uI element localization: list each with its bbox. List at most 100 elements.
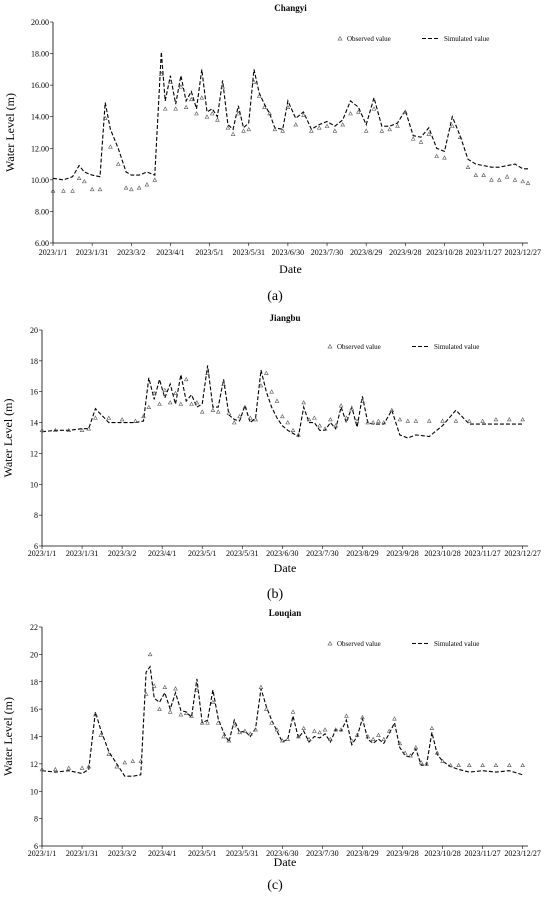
observed-point bbox=[76, 175, 82, 181]
observed-point bbox=[290, 709, 296, 714]
observed-point bbox=[108, 144, 113, 149]
y-tick-label: 12 bbox=[30, 449, 38, 458]
panel-label: (b) bbox=[267, 587, 284, 602]
observed-point bbox=[493, 762, 499, 767]
observed-point bbox=[285, 104, 291, 109]
observed-point bbox=[272, 126, 278, 132]
observed-point bbox=[403, 109, 408, 114]
observed-point bbox=[102, 115, 108, 121]
observed-point bbox=[97, 186, 103, 192]
observed-point bbox=[262, 104, 267, 109]
observed-point bbox=[86, 764, 92, 769]
observed-point bbox=[317, 423, 323, 428]
observed-point bbox=[397, 740, 403, 746]
y-tick-label: 12 bbox=[30, 760, 38, 769]
observed-point bbox=[152, 177, 158, 182]
x-tick-label: 2023/1/1 bbox=[28, 849, 56, 858]
observed-point bbox=[306, 736, 312, 741]
observed-point bbox=[79, 427, 85, 433]
observed-point bbox=[199, 95, 205, 100]
observed-point bbox=[389, 407, 395, 412]
y-tick-label: 16 bbox=[30, 388, 38, 397]
x-tick-label: 2023/7/30 bbox=[306, 549, 338, 558]
observed-point bbox=[82, 179, 87, 184]
observed-point bbox=[235, 111, 241, 116]
observed-point bbox=[371, 106, 377, 111]
y-tick-label: 20 bbox=[30, 650, 38, 659]
observed-point bbox=[178, 712, 184, 717]
observed-point bbox=[173, 686, 178, 691]
observed-point bbox=[312, 415, 317, 420]
observed-point bbox=[157, 706, 162, 711]
observed-point bbox=[408, 753, 413, 758]
observed-point bbox=[241, 128, 246, 133]
observed-point bbox=[392, 716, 397, 721]
y-tick-label: 6.00 bbox=[35, 239, 49, 248]
observed-point bbox=[220, 84, 225, 89]
observed-point bbox=[39, 427, 45, 433]
observed-point bbox=[167, 400, 173, 405]
legend: Observed value Simulated value bbox=[327, 640, 479, 648]
observed-point bbox=[183, 104, 189, 109]
observed-point bbox=[231, 723, 237, 728]
x-tick-label: 2023/1/31 bbox=[66, 849, 98, 858]
observed-point bbox=[285, 736, 290, 741]
x-tick-label: 2023/10/28 bbox=[424, 849, 460, 858]
observed-point bbox=[258, 383, 264, 388]
observed-point bbox=[70, 188, 75, 193]
observed-point bbox=[466, 418, 472, 423]
observed-point bbox=[93, 415, 98, 420]
observed-point bbox=[349, 406, 355, 411]
series-simulated-line bbox=[41, 365, 523, 439]
observed-point bbox=[434, 750, 440, 755]
observed-point bbox=[167, 709, 173, 714]
observed-point bbox=[520, 417, 525, 422]
x-tick-label: 2023/8/29 bbox=[346, 849, 378, 858]
observed-point bbox=[263, 706, 269, 711]
observed-point bbox=[274, 398, 280, 403]
x-tick-label: 2023/1/31 bbox=[66, 549, 98, 558]
observed-point bbox=[210, 407, 216, 412]
legend-observed-label: Observed value bbox=[337, 343, 381, 351]
observed-point bbox=[210, 699, 216, 705]
observed-point bbox=[157, 401, 162, 406]
observed-point bbox=[418, 760, 424, 765]
observed-point bbox=[426, 418, 432, 423]
observed-point bbox=[237, 729, 242, 735]
observed-point bbox=[66, 427, 72, 433]
x-tick-label: 2023/11/27 bbox=[465, 849, 501, 858]
observed-point bbox=[133, 418, 138, 423]
observed-point bbox=[285, 420, 290, 425]
x-tick-label: 2023/10/28 bbox=[426, 248, 462, 257]
observed-point bbox=[424, 761, 429, 766]
observed-point bbox=[141, 413, 146, 419]
chart-title: Changyi bbox=[274, 3, 307, 13]
x-tick-label: 2023/7/30 bbox=[311, 248, 343, 257]
x-tick-label: 2023/8/29 bbox=[346, 549, 378, 558]
legend-simulated-label: Simulated value bbox=[434, 343, 479, 351]
observed-point bbox=[465, 164, 471, 169]
observed-point bbox=[106, 751, 112, 757]
observed-point bbox=[466, 762, 472, 767]
y-tick-label: 18 bbox=[30, 678, 38, 687]
observed-point bbox=[440, 758, 445, 763]
observed-point bbox=[489, 177, 494, 182]
x-tick-label: 2023/9/28 bbox=[386, 549, 418, 558]
observed-point bbox=[204, 114, 210, 119]
observed-point bbox=[349, 738, 355, 743]
observed-point bbox=[520, 762, 525, 767]
observed-point bbox=[440, 418, 445, 423]
y-tick-label: 14 bbox=[30, 733, 38, 742]
observed-point bbox=[413, 745, 419, 750]
observed-point bbox=[50, 188, 56, 193]
observed-point bbox=[194, 687, 200, 692]
observed-point bbox=[344, 713, 349, 718]
x-tick-label: 2023/3/2 bbox=[108, 849, 136, 858]
legend-simulated-label: Simulated value bbox=[434, 640, 479, 648]
observed-point bbox=[426, 131, 432, 136]
legend: Observed value Simulated value bbox=[327, 343, 479, 351]
y-tick-label: 16.00 bbox=[31, 81, 49, 90]
y-tick-label: 14 bbox=[30, 419, 38, 428]
observed-point bbox=[328, 417, 333, 422]
y-tick-label: 20 bbox=[30, 326, 38, 335]
